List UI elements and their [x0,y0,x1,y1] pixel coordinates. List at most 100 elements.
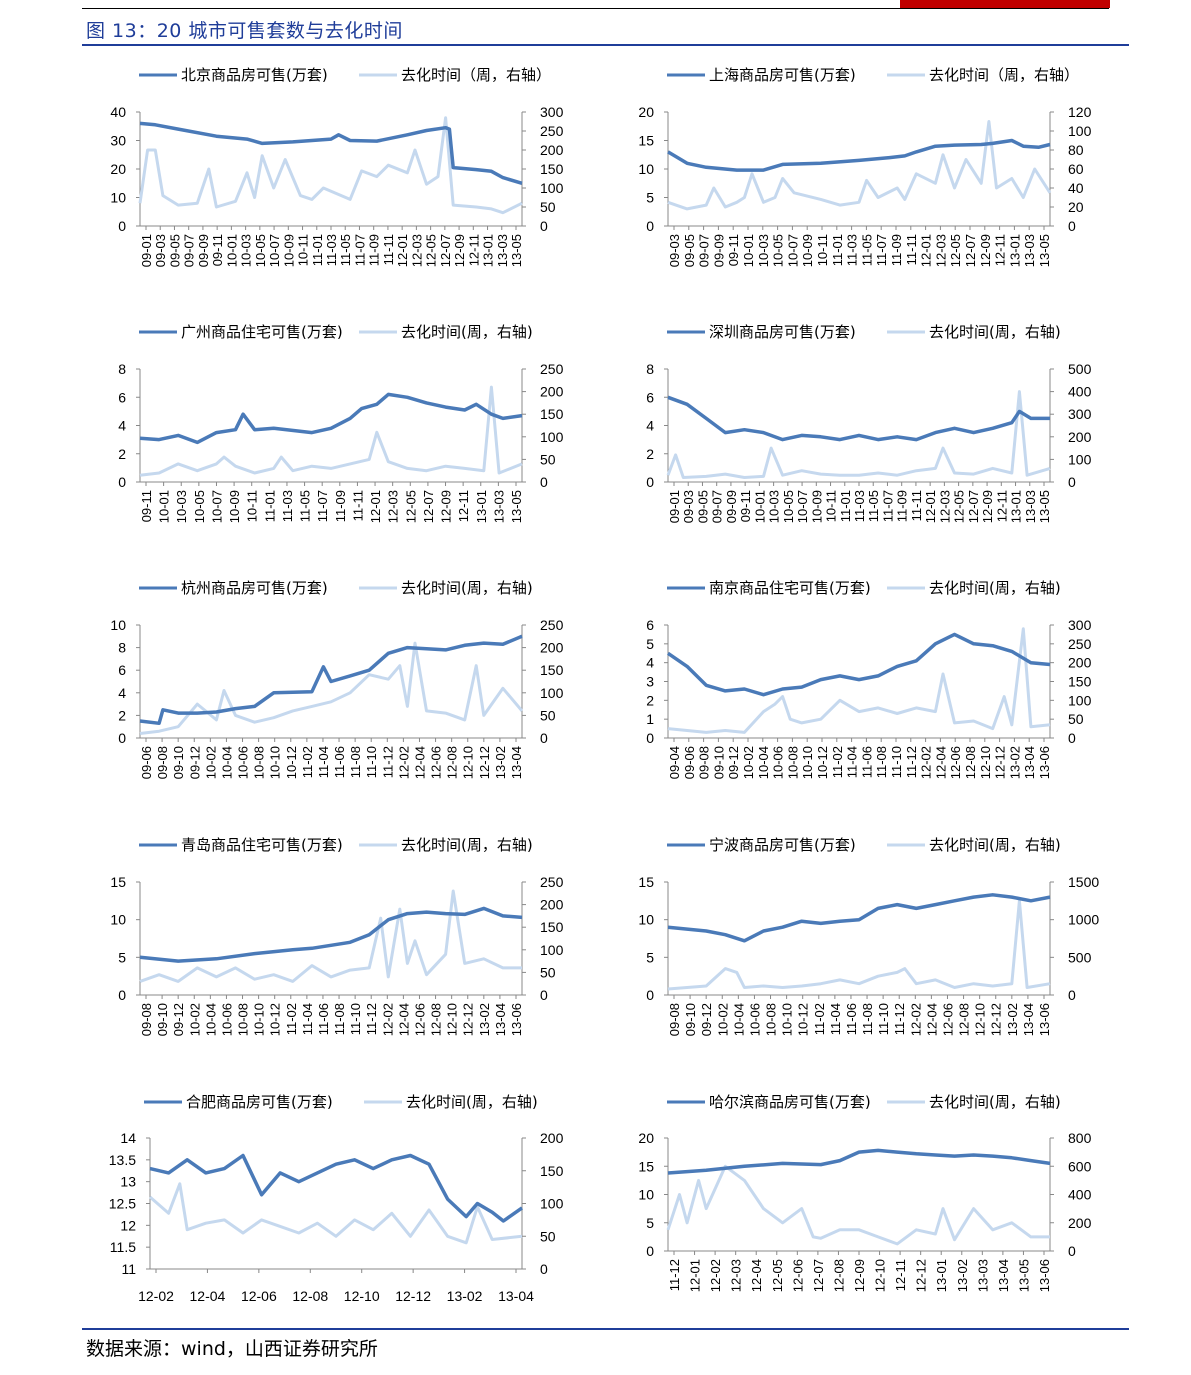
left-tick-label: 2 [118,446,126,462]
x-tick-label: 12-06 [429,746,444,779]
left-tick-label: 0 [646,987,654,1003]
left-tick-label: 10 [638,161,654,177]
left-tick-label: 10 [110,190,126,206]
x-tick-label: 09-11 [210,234,225,266]
left-tick-label: 4 [118,685,126,701]
x-tick-label: 11-09 [889,234,904,266]
x-tick-label: 10-11 [815,234,830,266]
right-tick-label: 0 [540,730,548,746]
right-tick-label: 100 [1068,123,1092,139]
left-tick-label: 11.5 [110,1239,136,1255]
left-tick-label: 6 [118,662,126,678]
right-tick-label: 150 [540,919,564,935]
x-tick-label: 09-07 [710,490,725,523]
right-tick-label: 500 [1068,949,1092,965]
x-tick-label: 11-07 [874,234,889,266]
x-tick-label: 12-06 [412,1003,427,1036]
x-tick-label: 11-12 [892,1003,907,1035]
left-tick-label: 0 [646,474,654,490]
x-tick-label: 12-07 [438,234,453,267]
x-tick-label: 10-02 [203,746,218,779]
x-tick-label: 10-04 [731,1003,746,1036]
left-tick-label: 10 [638,912,654,928]
x-tick-label: 12-05 [403,490,418,523]
x-tick-label: 12-02 [380,1003,395,1036]
x-tick-label: 09-08 [667,1003,682,1036]
x-tick-label: 13-05 [1037,490,1052,523]
x-tick-label: 12-08 [831,1259,846,1292]
x-tick-label: 09-03 [667,234,682,267]
x-tick-label: 11-01 [838,490,853,522]
stock-series-line [667,893,1051,943]
x-tick-label: 13-03 [975,1259,990,1292]
x-tick-label: 12-06 [241,1288,277,1304]
x-tick-label: 13-02 [447,1288,483,1304]
left-tick-label: 0 [118,730,126,746]
legend-turnover-label: 去化时间(周，右轴) [929,323,1061,341]
x-tick-label: 11-04 [300,1003,315,1035]
x-tick-label: 10-06 [236,746,251,779]
x-tick-label: 12-04 [924,1003,939,1036]
right-tick-label: 0 [540,987,548,1003]
x-tick-label: 10-04 [219,746,234,779]
left-tick-label: 1 [646,711,654,727]
x-tick-label: 10-06 [219,1003,234,1036]
x-tick-label: 10-02 [741,746,756,779]
x-tick-label: 12-04 [190,1288,226,1304]
right-tick-label: 0 [1068,218,1076,234]
legend-turnover-label: 去化时间(周，右轴) [401,323,533,341]
legend-turnover-label: 去化时间(周，右轴) [401,579,533,597]
x-tick-label: 13-03 [1022,234,1037,267]
x-tick-label: 10-10 [268,746,283,779]
turnover-series-line [139,641,524,735]
right-tick-label: 50 [540,451,556,467]
x-tick-label: 11-08 [860,1003,875,1035]
left-tick-label: 0 [646,218,654,234]
x-tick-label: 10-10 [800,746,815,779]
right-tick-label: 100 [540,685,564,701]
legend-stock-label: 哈尔滨商品房可售(万套) [709,1093,871,1111]
left-tick-label: 6 [118,389,126,405]
x-tick-label: 11-08 [874,746,889,778]
x-tick-label: 11-06 [859,746,874,778]
x-tick-label: 10-03 [756,234,771,267]
x-tick-label: 11-03 [852,490,867,522]
x-tick-label: 13-04 [1022,746,1037,779]
x-tick-label: 09-01 [667,490,682,523]
right-tick-label: 200 [1068,1215,1092,1231]
x-tick-label: 11-07 [352,234,367,266]
x-tick-label: 13-02 [955,1259,970,1292]
x-tick-label: 12-03 [386,490,401,523]
x-tick-label: 09-05 [682,234,697,267]
right-tick-label: 100 [540,942,564,958]
right-tick-label: 50 [1068,711,1084,727]
x-tick-label: 09-05 [167,234,182,267]
x-tick-label: 11-08 [332,1003,347,1035]
stock-series-line [667,632,1051,697]
x-tick-label: 10-11 [245,490,260,522]
right-tick-label: 250 [540,361,564,377]
x-tick-label: 13-01 [934,1259,949,1292]
x-tick-label: 11-03 [280,490,295,522]
right-tick-label: 1000 [1068,912,1099,928]
title-rule [82,44,1129,46]
x-tick-label: 10-07 [785,234,800,267]
chart-panel: 0 1 2 3 4 5 6 0 50 100 150 200 250 300 09-04 09-06 09-08… [646,579,1091,779]
x-tick-label: 11-07 [880,490,895,522]
x-tick-label: 13-04 [1021,1003,1036,1036]
x-tick-label: 12-10 [445,1003,460,1036]
x-tick-label: 13-06 [509,1003,524,1036]
x-tick-label: 09-11 [726,234,741,266]
turnover-series-line [667,627,1051,734]
right-tick-label: 0 [1068,474,1076,490]
left-tick-label: 13 [120,1174,136,1190]
left-tick-label: 15 [638,1158,654,1174]
x-tick-label: 10-05 [771,234,786,267]
x-tick-label: 12-01 [919,234,934,267]
right-tick-label: 150 [1068,674,1092,690]
x-tick-label: 10-01 [752,490,767,523]
x-tick-label: 12-09 [852,1259,867,1292]
right-tick-label: 0 [1068,730,1076,746]
